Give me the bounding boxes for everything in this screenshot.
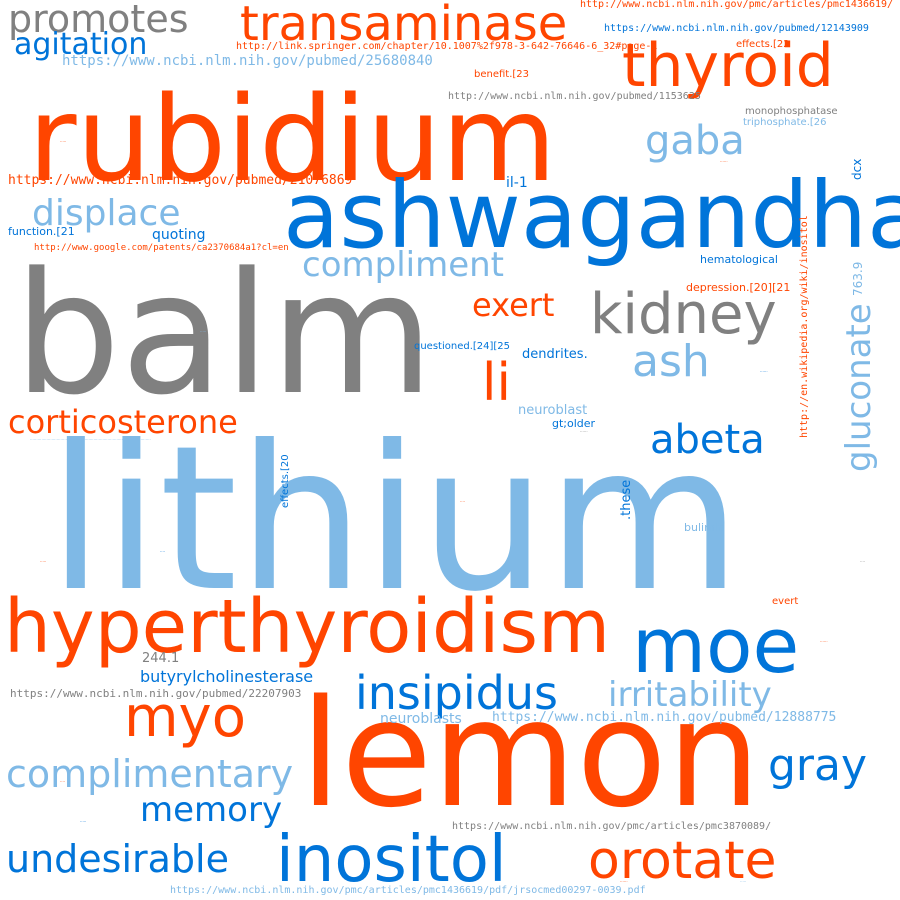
- url-pmc1436619-pdf: https://www.ncbi.nlm.nih.gov/pmc/article…: [170, 885, 646, 896]
- word-abeta: abeta: [650, 417, 765, 463]
- word-complimentary: complimentary: [6, 752, 294, 796]
- word-ashwagandha: ashwagandha: [283, 162, 900, 269]
- tiny-word: ······: [720, 159, 728, 164]
- tiny-word: ·····: [740, 879, 747, 884]
- word-balm: balm: [14, 236, 434, 432]
- word-quoting: quoting: [152, 227, 206, 243]
- tiny-word: ····: [460, 499, 466, 504]
- url-pmc3870089: https://www.ncbi.nlm.nih.gov/pmc/article…: [452, 821, 772, 832]
- word-orotate: orotate: [588, 831, 777, 891]
- word-monophosphatase: monophosphatase: [745, 106, 838, 117]
- word-rubidium: rubidium: [28, 70, 557, 208]
- tiny-word: ······: [580, 429, 588, 434]
- tiny-word: ·····: [200, 329, 207, 334]
- word-memory: memory: [140, 790, 283, 830]
- tiny-word: ······: [820, 639, 828, 644]
- word-kidney: kidney: [590, 282, 777, 347]
- url-pubmed-25680840: https://www.ncbi.nlm.nih.gov/pubmed/2568…: [62, 53, 433, 69]
- word-effects20: effects.[20: [280, 454, 291, 508]
- word-evert: evert: [772, 596, 799, 607]
- word-763: 763.9: [851, 261, 865, 296]
- word-undesirable: undesirable: [6, 837, 229, 881]
- url-wiki-inositol: http://en.wikipedia.org/wiki/inositol: [799, 215, 810, 438]
- word-gray: gray: [768, 740, 868, 791]
- word-bulimia: bulimia: [684, 521, 725, 534]
- url-google-patents: http://www.google.com/patents/ca2370684a…: [34, 243, 289, 253]
- word-hematological: hematological: [700, 253, 778, 266]
- word-hyperthyroidism: hyperthyroidism: [4, 584, 611, 670]
- word-li: li: [482, 353, 511, 413]
- word-displace: displace: [32, 193, 181, 234]
- word-compliment: compliment: [302, 245, 505, 285]
- url-pubmed-1153625: http://www.ncbi.nlm.nih.gov/pubmed/11536…: [448, 91, 701, 102]
- word-butyrylcholinesterase: butyrylcholinesterase: [140, 667, 314, 686]
- url-pmc1436619: http://www.ncbi.nlm.nih.gov/pmc/articles…: [580, 0, 894, 10]
- word-transaminase: transaminase: [240, 0, 568, 52]
- url-pubmed-12888775: https://www.ncbi.nlm.nih.gov/pubmed/1288…: [492, 710, 837, 725]
- word-inositol: inositol: [276, 823, 507, 897]
- word-il1: il-1: [506, 175, 528, 191]
- tiny-word: ······: [620, 879, 628, 884]
- word-neuroblasts: neuroblasts: [380, 711, 462, 727]
- word-questioned: questioned.[24][25: [414, 341, 511, 352]
- word-effects22: effects.[22: [736, 39, 790, 50]
- word-these: .these: [619, 479, 634, 520]
- word-triphosphate: triphosphate.[26: [743, 117, 827, 128]
- url-springer: http://link.springer.com/chapter/10.1007…: [236, 41, 658, 52]
- word-244: 244.1: [142, 651, 180, 666]
- word-dendrites: dendrites.: [522, 347, 588, 362]
- word-dcx: dcx: [850, 158, 864, 180]
- tiny-word: ····: [60, 779, 66, 784]
- url-pubmed-21076869: https://www.ncbi.nlm.nih.gov/pubmed/2107…: [8, 173, 353, 188]
- tiny-word: ·····: [80, 819, 87, 824]
- url-pubmed-12143909: https://www.ncbi.nlm.nih.gov/pubmed/1214…: [604, 23, 869, 34]
- word-insipidus: insipidus: [355, 666, 558, 720]
- tiny-word: ····: [160, 549, 166, 554]
- word-exert: exert: [472, 286, 555, 324]
- word-gtolder: gt;older: [552, 417, 596, 430]
- word-lithium: lithium: [48, 403, 742, 636]
- word-corticosterone: corticosterone: [8, 403, 238, 441]
- word-myo: myo: [124, 685, 246, 750]
- word-depression: depression.[20][21: [686, 281, 791, 294]
- word-ash: ash: [632, 336, 710, 387]
- word-gluconate: gluconate: [839, 303, 879, 472]
- word-lemon: lemon: [300, 668, 761, 840]
- tiny-word: ········································…: [30, 437, 151, 442]
- word-moe: moe: [632, 601, 800, 690]
- word-thyroid: thyroid: [622, 31, 834, 101]
- tiny-word: ····: [860, 559, 866, 564]
- url-pubmed-22207903: https://www.ncbi.nlm.nih.gov/pubmed/2220…: [10, 687, 302, 700]
- word-gaba: gaba: [645, 118, 745, 164]
- word-agitation: agitation: [14, 27, 148, 62]
- word-irritability: irritability: [608, 675, 772, 715]
- word-benefit23: benefit.[23: [474, 69, 530, 80]
- word-function21: function.[21: [8, 225, 75, 238]
- tiny-word: ······: [760, 369, 768, 374]
- word-promotes: promotes: [8, 0, 189, 41]
- word-neuroblast: neuroblast: [518, 403, 588, 418]
- tiny-word: ·····: [60, 139, 67, 144]
- tiny-word: ·····: [40, 559, 47, 564]
